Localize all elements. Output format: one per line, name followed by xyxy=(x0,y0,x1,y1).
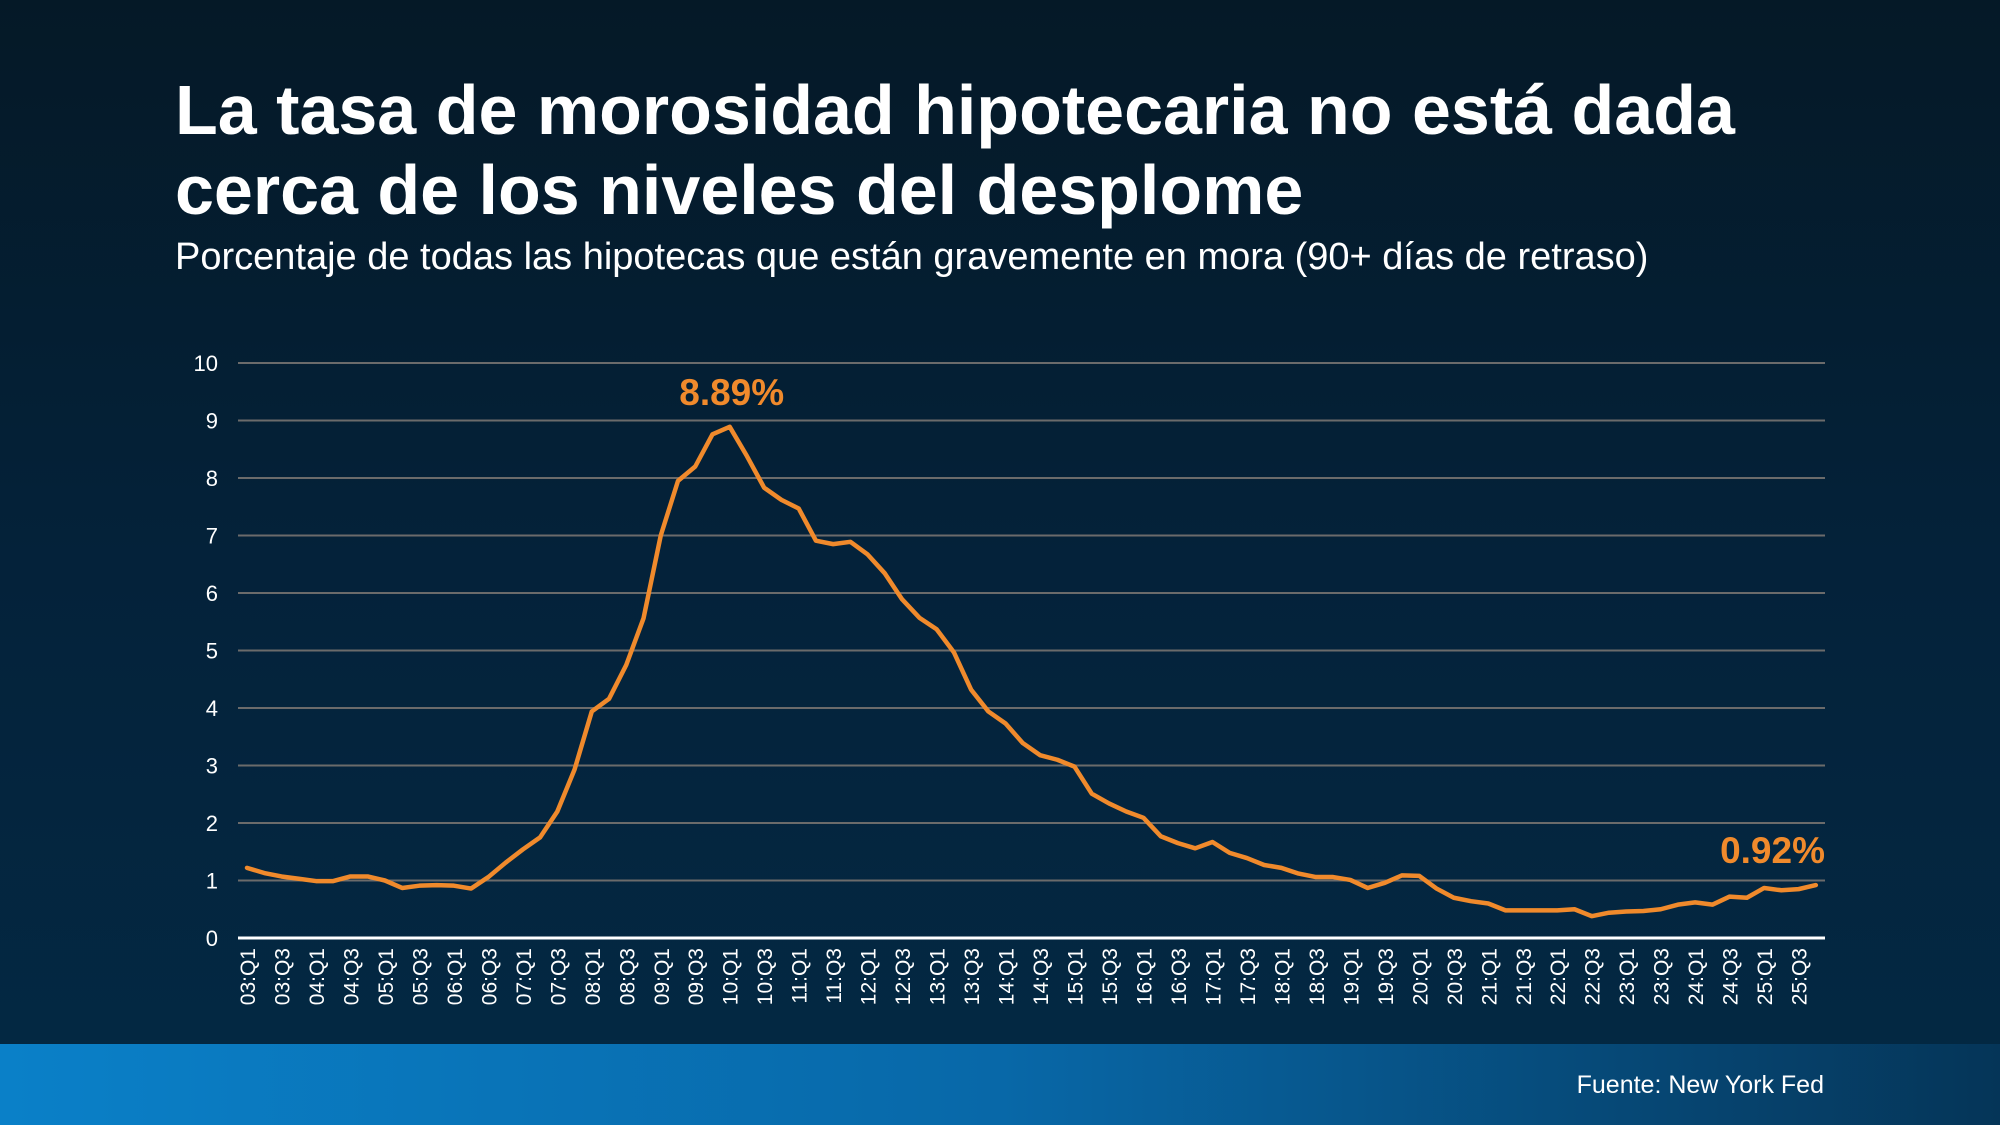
x-tick-label: 11:Q1 xyxy=(789,948,812,1004)
source-note: Fuente: New York Fed xyxy=(1576,1071,1824,1099)
x-tick-label: 19:Q1 xyxy=(1340,948,1363,1005)
gridlines xyxy=(238,362,1825,882)
y-tick-label: 3 xyxy=(206,754,218,779)
x-tick-label: 15:Q1 xyxy=(1065,948,1088,1005)
x-tick-label: 10:Q3 xyxy=(754,948,777,1005)
chart-subtitle: Porcentaje de todas las hipotecas que es… xyxy=(175,236,1649,278)
x-tick-label: 17:Q1 xyxy=(1202,948,1225,1005)
y-axis-ticks: 0 1 2 3 4 5 6 7 8 9 10 xyxy=(194,351,218,951)
x-tick-label: 19:Q3 xyxy=(1375,948,1398,1005)
x-tick-label: 18:Q3 xyxy=(1306,948,1329,1005)
data-points xyxy=(246,426,1816,917)
x-tick-label: 23:Q1 xyxy=(1616,948,1639,1005)
x-tick-label: 25:Q3 xyxy=(1789,948,1812,1005)
x-tick-label: 16:Q1 xyxy=(1133,948,1156,1005)
x-tick-label: 13:Q3 xyxy=(961,948,984,1005)
x-tick-label: 24:Q1 xyxy=(1685,948,1708,1005)
x-tick-label: 05:Q3 xyxy=(409,948,432,1005)
x-tick-label: 14:Q3 xyxy=(1030,948,1053,1005)
y-tick-label: 2 xyxy=(206,811,218,836)
y-tick-label: 7 xyxy=(206,524,218,549)
chart-title: La tasa de morosidad hipotecaria no está… xyxy=(175,70,1925,230)
y-tick-label: 6 xyxy=(206,581,218,606)
x-tick-label: 12:Q1 xyxy=(858,948,881,1005)
y-tick-label: 8 xyxy=(206,466,218,491)
x-tick-label: 12:Q3 xyxy=(892,948,915,1005)
x-tick-label: 08:Q3 xyxy=(616,948,639,1005)
y-tick-label: 4 xyxy=(206,696,218,721)
x-tick-label: 25:Q1 xyxy=(1754,948,1777,1005)
x-tick-label: 03:Q1 xyxy=(237,948,260,1005)
x-tick-label: 08:Q1 xyxy=(582,948,605,1005)
x-tick-label: 10:Q1 xyxy=(720,948,743,1005)
x-tick-label: 09:Q1 xyxy=(651,948,674,1005)
footer-bar: Fuente: New York Fed xyxy=(0,1044,2000,1125)
x-tick-label: 16:Q3 xyxy=(1168,948,1191,1005)
x-tick-label: 06:Q1 xyxy=(444,948,467,1005)
x-tick-label: 07:Q1 xyxy=(513,948,536,1005)
y-tick-label: 10 xyxy=(194,351,218,376)
x-tick-label: 14:Q1 xyxy=(996,948,1019,1005)
x-tick-label: 13:Q1 xyxy=(927,948,950,1005)
x-tick-label: 20:Q3 xyxy=(1444,948,1467,1005)
title-line-1: La tasa de morosidad hipotecaria no está… xyxy=(175,71,1735,149)
y-tick-label: 9 xyxy=(206,409,218,434)
x-tick-label: 22:Q1 xyxy=(1547,948,1570,1005)
x-axis-ticks: 03:Q1 03:Q3 04:Q1 04:Q3 05:Q1 05:Q3 06:Q1 06:Q3… xyxy=(237,948,1812,1005)
x-tick-label: 18:Q1 xyxy=(1271,948,1294,1005)
x-tick-label: 21:Q3 xyxy=(1513,948,1536,1005)
y-tick-label: 0 xyxy=(206,926,218,951)
x-tick-label: 03:Q3 xyxy=(271,948,294,1005)
x-tick-label: 24:Q3 xyxy=(1720,948,1743,1005)
x-tick-label: 04:Q1 xyxy=(306,948,329,1005)
peak-annotation: 8.89% xyxy=(679,372,784,413)
x-tick-label: 07:Q3 xyxy=(547,948,570,1005)
x-tick-label: 11:Q3 xyxy=(823,948,846,1004)
x-tick-label: 06:Q3 xyxy=(478,948,501,1005)
x-tick-label: 23:Q3 xyxy=(1651,948,1674,1005)
y-tick-label: 5 xyxy=(206,639,218,664)
x-tick-label: 21:Q1 xyxy=(1478,948,1501,1005)
y-tick-label: 1 xyxy=(206,869,218,894)
series-line-delinquency-rate xyxy=(244,424,1819,919)
x-tick-label: 22:Q3 xyxy=(1582,948,1605,1005)
x-tick-label: 04:Q3 xyxy=(340,948,363,1005)
x-tick-label: 05:Q1 xyxy=(375,948,398,1005)
latest-annotation: 0.92% xyxy=(1720,830,1825,871)
x-tick-label: 17:Q3 xyxy=(1237,948,1260,1005)
x-tick-label: 20:Q1 xyxy=(1409,948,1432,1005)
title-line-2: cerca de los niveles del desplome xyxy=(175,151,1304,229)
x-tick-label: 15:Q3 xyxy=(1099,948,1122,1005)
x-tick-label: 09:Q3 xyxy=(685,948,708,1005)
